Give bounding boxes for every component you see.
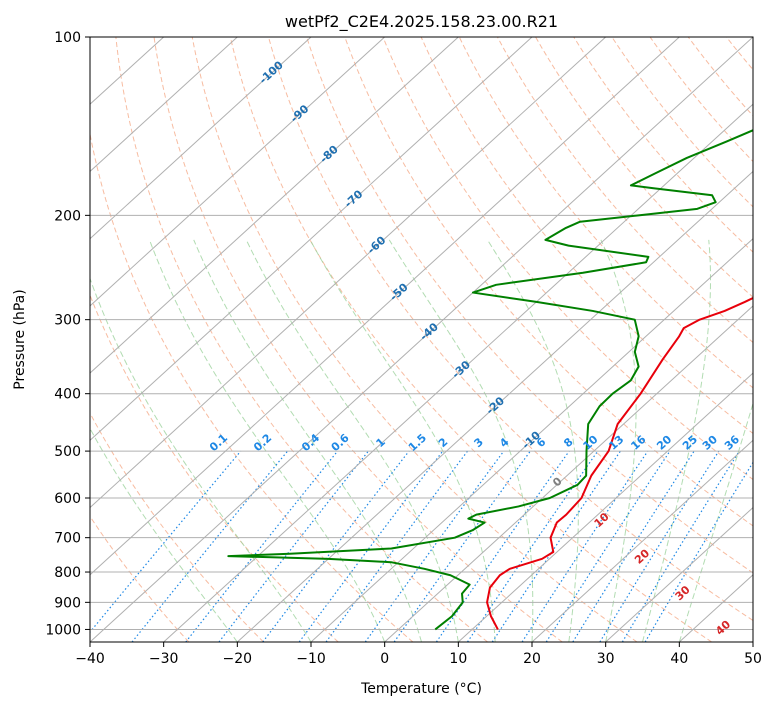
moist-adiabat-line xyxy=(90,277,312,642)
isotherm-line xyxy=(90,37,533,442)
mixing-ratio-line xyxy=(325,450,469,642)
moist-adiabat-line xyxy=(193,239,422,642)
x-tick-label: −10 xyxy=(296,651,326,667)
x-axis-label: Temperature (°C) xyxy=(360,681,482,697)
mixing-ratio-line xyxy=(467,450,599,642)
mixing-ratio-line xyxy=(298,450,444,642)
dry-adiabat-line xyxy=(306,37,753,574)
x-tick-label: 10 xyxy=(449,651,467,667)
y-tick-label: 600 xyxy=(54,491,81,507)
background-lines xyxy=(90,37,753,642)
y-tick-label: 200 xyxy=(54,208,81,224)
mixing-ratio-line xyxy=(435,450,570,642)
mixing-ratio-line xyxy=(90,450,242,633)
mixing-ratio-line xyxy=(364,450,505,642)
mixing-ratio-line xyxy=(131,450,289,642)
isotherm-line xyxy=(90,37,753,642)
isotherm-line xyxy=(605,506,753,642)
isotherm-line xyxy=(90,37,386,307)
dry-adiabat-line xyxy=(458,37,753,389)
isotherm-line xyxy=(90,37,680,576)
x-tick-label: 40 xyxy=(670,651,688,667)
dry-adiabat-line xyxy=(382,37,753,481)
moist-adiabat-line xyxy=(149,239,386,642)
x-tick-label: −40 xyxy=(75,651,105,667)
y-axis-label: Pressure (hPa) xyxy=(12,289,28,389)
isotherm-line xyxy=(236,170,753,642)
moist-adiabat-line xyxy=(600,239,637,642)
profile-series xyxy=(227,129,753,631)
x-tick-label: 30 xyxy=(597,651,615,667)
dry-adiabat-line xyxy=(90,131,414,642)
moist-adiabat-line xyxy=(487,239,579,642)
plot-frame xyxy=(89,36,754,643)
dry-adiabat-line xyxy=(90,293,339,642)
dry-adiabat-line xyxy=(649,37,753,163)
isotherm-line xyxy=(90,37,238,173)
x-tick-label: 0 xyxy=(380,651,389,667)
mixing-ratio-line xyxy=(521,450,649,642)
y-tick-label: 400 xyxy=(54,387,81,403)
dry-adiabat-line xyxy=(344,37,753,527)
y-tick-label: 500 xyxy=(54,444,81,460)
dewpoint-profile-line xyxy=(227,129,753,631)
dry-adiabat-line xyxy=(611,37,753,208)
moist-adiabat-line xyxy=(309,239,496,642)
dry-adiabat-line xyxy=(535,37,753,298)
y-tick-label: 100 xyxy=(54,30,81,46)
x-tick-label: 20 xyxy=(523,651,541,667)
isotherm-line xyxy=(531,439,753,642)
mixing-ratio-line xyxy=(262,450,410,642)
chart-title: wetPf2_C2E4.2025.158.23.00.R21 xyxy=(285,12,558,32)
dry-adiabat-line xyxy=(268,37,753,622)
axes: −40 −30 −20 −10 0 10 20 30 40 50 100 200 300 400 500 60… xyxy=(45,30,762,667)
mixing-ratio-line xyxy=(621,450,740,642)
isotherm-line xyxy=(90,37,459,374)
mixing-ratio-line xyxy=(185,450,339,642)
dry-adiabat-line xyxy=(496,37,753,344)
isotherm-line xyxy=(384,305,753,642)
dry-adiabat-line xyxy=(229,37,712,642)
moist-adiabat-line xyxy=(678,401,753,642)
moist-adiabat-line xyxy=(245,239,459,642)
y-tick-label: 900 xyxy=(54,595,81,611)
isotherm-line xyxy=(457,372,753,642)
dry-adiabat-line xyxy=(115,37,488,642)
mixing-ratio-line xyxy=(545,450,671,642)
isotherm-line xyxy=(163,103,753,642)
mixing-ratio-line xyxy=(572,450,695,642)
moist-adiabat-line xyxy=(642,239,712,642)
moist-adiabat-line xyxy=(90,427,238,642)
grid-lines xyxy=(90,37,753,642)
y-tick-label: 800 xyxy=(54,565,81,581)
x-tick-label: 50 xyxy=(744,651,762,667)
isotherm-line xyxy=(310,237,753,642)
isotherm-line xyxy=(90,37,607,509)
y-tick-label: 700 xyxy=(54,531,81,547)
isotherm-line xyxy=(90,37,312,240)
temperature-profile-line xyxy=(486,296,753,630)
x-tick-label: −20 xyxy=(223,651,253,667)
y-tick-label: 1000 xyxy=(45,622,81,638)
y-tick-label: 300 xyxy=(54,313,81,329)
mixing-ratio-line xyxy=(491,450,621,642)
x-tick-label: −30 xyxy=(149,651,179,667)
dry-adiabat-line xyxy=(90,515,190,642)
dry-adiabat-line xyxy=(191,37,638,642)
